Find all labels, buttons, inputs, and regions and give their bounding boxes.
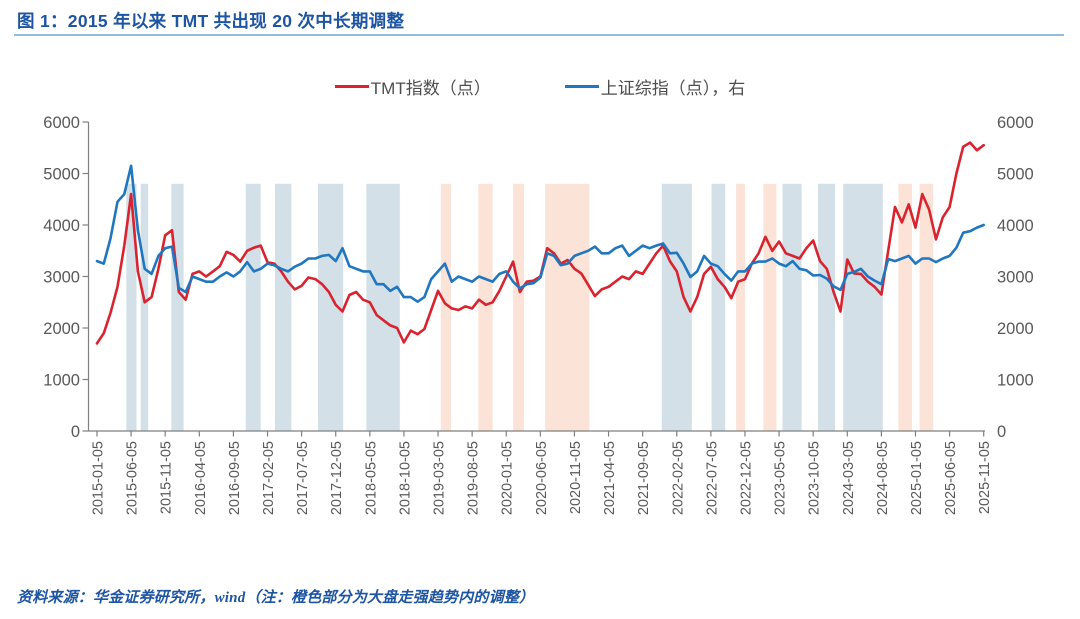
adjustment-band-weak bbox=[661, 183, 692, 431]
adjustment-band-strong bbox=[898, 183, 912, 431]
adjustment-band-strong bbox=[478, 183, 493, 431]
adjustment-band-weak bbox=[711, 183, 726, 431]
adjustment-band-strong bbox=[513, 183, 524, 431]
x-axis-label: 2015-06-05 bbox=[125, 441, 141, 515]
y-axis-label-left: 3000 bbox=[43, 269, 80, 287]
x-axis-label: 2025-11-05 bbox=[977, 441, 993, 514]
y-axis-label-right: 3000 bbox=[997, 269, 1034, 287]
sse-series-line bbox=[95, 164, 986, 303]
adjustment-band-weak bbox=[782, 183, 802, 431]
x-axis-label: 2025-01-05 bbox=[909, 441, 925, 515]
x-axis-label: 2020-11-05 bbox=[568, 441, 584, 514]
x-axis-label: 2017-12-05 bbox=[329, 441, 345, 515]
axes bbox=[82, 121, 985, 437]
x-axis-label: 2022-02-05 bbox=[670, 441, 686, 515]
y-axis-label-right: 4000 bbox=[997, 217, 1034, 235]
x-axis-label: 2021-04-05 bbox=[602, 441, 618, 515]
x-axis-label: 2023-05-05 bbox=[773, 441, 789, 515]
adjustment-band-weak bbox=[171, 183, 184, 431]
adjustment-band-strong bbox=[736, 183, 745, 431]
x-axis-label: 2018-05-05 bbox=[363, 441, 379, 515]
y-axis-label-left: 5000 bbox=[43, 166, 80, 184]
adjustment-band-weak bbox=[245, 183, 261, 431]
x-axis-label: 2024-03-05 bbox=[841, 441, 857, 515]
y-axis-label-left: 1000 bbox=[43, 372, 80, 390]
figure-title: 图 1：2015 年以来 TMT 共出现 20 次中长期调整 bbox=[17, 11, 405, 31]
legend-label-tmt: TMT指数（点） bbox=[370, 79, 491, 98]
adjustment-band-strong bbox=[440, 183, 451, 431]
x-axis-label: 2025-06-05 bbox=[943, 441, 959, 515]
x-axis-label: 2024-08-05 bbox=[875, 441, 891, 515]
y-axis-label-right: 2000 bbox=[997, 320, 1034, 338]
adjustment-band-weak bbox=[818, 183, 836, 431]
tmt-sse-line-chart: 0 1000 2000 3000 4000 5000 6000 0 1000 2000 3000 40… bbox=[43, 114, 1033, 515]
y-axis-label-right: 5000 bbox=[997, 166, 1034, 184]
x-axis-label: 2019-08-05 bbox=[466, 441, 482, 515]
x-axis-label: 2017-02-05 bbox=[261, 441, 277, 515]
y-axis-label-left: 4000 bbox=[43, 217, 80, 235]
adjustment-band-strong bbox=[919, 183, 934, 431]
x-axis-label: 2016-04-05 bbox=[193, 441, 209, 515]
x-axis-label: 2021-09-05 bbox=[636, 441, 652, 515]
y-axis-label-left: 6000 bbox=[43, 114, 80, 132]
adjustment-band-strong bbox=[763, 183, 777, 431]
x-axis-label: 2019-03-05 bbox=[432, 441, 448, 515]
adjustment-bands bbox=[126, 183, 934, 431]
x-axis-label: 2016-09-05 bbox=[227, 441, 243, 515]
x-axis-label: 2022-07-05 bbox=[704, 441, 720, 515]
x-axis-label: 2022-12-05 bbox=[738, 441, 754, 515]
sse-line-swatch bbox=[564, 84, 599, 89]
legend-label-sse: 上证综指（点），右 bbox=[600, 79, 746, 98]
legend-item-sse: 上证综指（点），右 bbox=[564, 74, 746, 99]
x-axis-label: 2017-07-05 bbox=[295, 441, 311, 515]
tmt-line-swatch bbox=[334, 84, 369, 89]
source-note: 资料来源：华金证券研究所，wind（注：橙色部分为大盘走强趋势内的调整） bbox=[17, 590, 535, 606]
y-axis-label-right: 0 bbox=[997, 423, 1006, 441]
x-axis-label: 2020-06-05 bbox=[534, 441, 550, 515]
adjustment-band-weak bbox=[126, 183, 137, 431]
y-axis-label-left: 0 bbox=[71, 423, 80, 441]
adjustment-band-strong bbox=[545, 183, 590, 431]
x-axis-label: 2018-10-05 bbox=[397, 441, 413, 515]
chart-legend: TMT指数（点） 上证综指（点），右 bbox=[0, 74, 1080, 99]
title-underline bbox=[14, 34, 1064, 36]
x-axis-label: 2015-11-05 bbox=[159, 441, 175, 514]
y-axis-label-left: 2000 bbox=[43, 320, 80, 338]
adjustment-band-weak bbox=[275, 183, 292, 431]
adjustment-band-weak bbox=[843, 183, 883, 431]
adjustment-band-weak bbox=[140, 183, 149, 431]
x-axis-label: 2023-10-05 bbox=[807, 441, 823, 515]
y-axis-labels: 0 1000 2000 3000 4000 5000 6000 0 1000 2000 3000 40… bbox=[43, 114, 1033, 441]
x-axis-labels: 2015-01-05 2015-06-05 2015-11-05 2016-04-05… bbox=[91, 441, 994, 515]
x-axis-label: 2020-01-05 bbox=[500, 441, 516, 515]
x-axis-label: 2015-01-05 bbox=[91, 441, 107, 515]
y-axis-label-right: 6000 bbox=[997, 114, 1034, 132]
legend-item-tmt: TMT指数（点） bbox=[334, 74, 491, 99]
y-axis-label-right: 1000 bbox=[997, 372, 1034, 390]
